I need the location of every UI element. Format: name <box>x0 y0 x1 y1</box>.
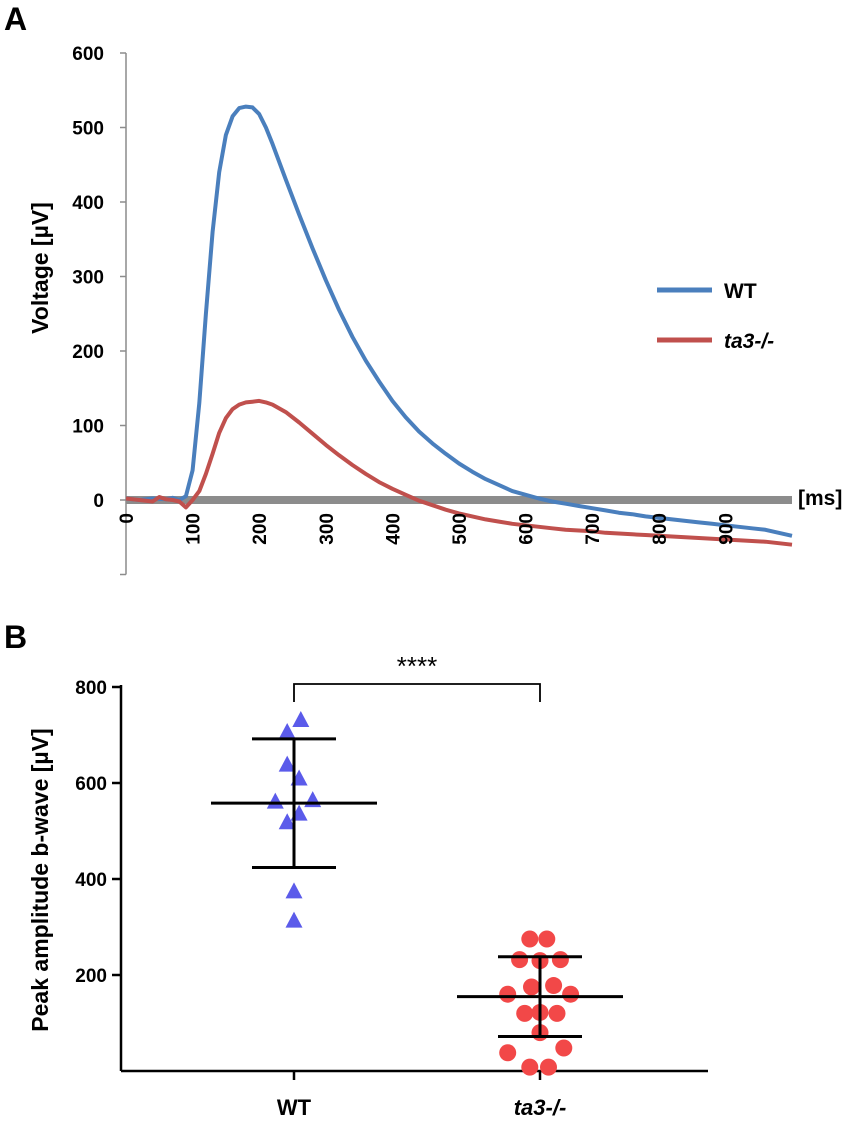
y-tick-label-b: 600 <box>75 774 107 795</box>
significance-label: **** <box>397 651 437 681</box>
y-tick-label: 100 <box>72 417 104 438</box>
wt-point <box>278 755 296 772</box>
ta3-point <box>551 951 569 969</box>
bracket-line <box>293 683 541 702</box>
ta3-point <box>538 930 556 948</box>
ta3-point <box>521 930 539 948</box>
category-label: ta3-/- <box>514 1095 567 1120</box>
wt-point <box>285 882 303 899</box>
x-tick-label: 600 <box>517 513 538 545</box>
y-tick-label: 0 <box>93 491 104 512</box>
panel-b-chart: Peak amplitude b-wave [µV] 200 400 600 800 W… <box>27 651 708 1120</box>
x-tick-label: 900 <box>716 513 737 545</box>
ta3-point <box>521 1058 539 1076</box>
x-tick-label: 400 <box>383 513 404 545</box>
ta3-point <box>516 1004 534 1022</box>
ta3-point <box>511 951 529 969</box>
x-tick-label: 800 <box>650 513 671 545</box>
series-line-wt <box>125 104 793 538</box>
significance-bracket: **** <box>293 651 541 702</box>
wt-point <box>266 792 284 809</box>
y-tick-label: 600 <box>72 44 104 65</box>
y-tick-label-b: 400 <box>75 870 107 891</box>
y-tick-label: 200 <box>72 342 104 363</box>
y-axis-title-b: Peak amplitude b-wave [µV] <box>27 728 53 1031</box>
legend-label: WT <box>724 280 757 303</box>
wt-point <box>278 813 296 830</box>
y-tick-label: 500 <box>72 119 104 140</box>
y-tick-label: 400 <box>72 193 104 214</box>
ta3-point <box>499 985 517 1003</box>
ta3-point <box>540 1058 557 1076</box>
panel-a-chart: Voltage [µV] [ms] 0 100 200 300 400 500 600 0 1… <box>27 44 842 576</box>
x-tick-label: 100 <box>184 513 205 545</box>
wt-point <box>304 791 322 808</box>
x-tick-label: 0 <box>117 513 138 524</box>
category-label: WT <box>277 1095 312 1120</box>
wt-point <box>292 711 310 727</box>
y-tick-label-b: 800 <box>75 678 107 699</box>
ta3-point <box>562 985 580 1003</box>
ta3-point <box>499 1044 517 1062</box>
x-tick-label: 500 <box>450 513 471 545</box>
series-line-ta3 <box>125 398 793 547</box>
y-tick-label: 300 <box>72 268 104 289</box>
x-tick-label: 300 <box>317 513 338 545</box>
ta3-point <box>523 978 540 996</box>
ta3-point <box>555 1039 573 1057</box>
legend: WT ta3-/- <box>657 280 774 353</box>
ta3-point <box>545 977 563 995</box>
x-tick-label: 700 <box>583 513 604 545</box>
panel-a-label: A <box>4 1 27 37</box>
wt-point <box>285 911 303 928</box>
y-tick-label-b: 200 <box>75 966 107 987</box>
y-axis-title: Voltage [µV] <box>27 202 53 334</box>
legend-label: ta3-/- <box>724 330 774 353</box>
x-tick-label: 200 <box>250 513 271 545</box>
ta3-point <box>548 1004 566 1022</box>
panel-b-label: B <box>4 619 27 655</box>
wt-point <box>278 723 296 739</box>
x-axis-unit-label: [ms] <box>798 487 842 510</box>
